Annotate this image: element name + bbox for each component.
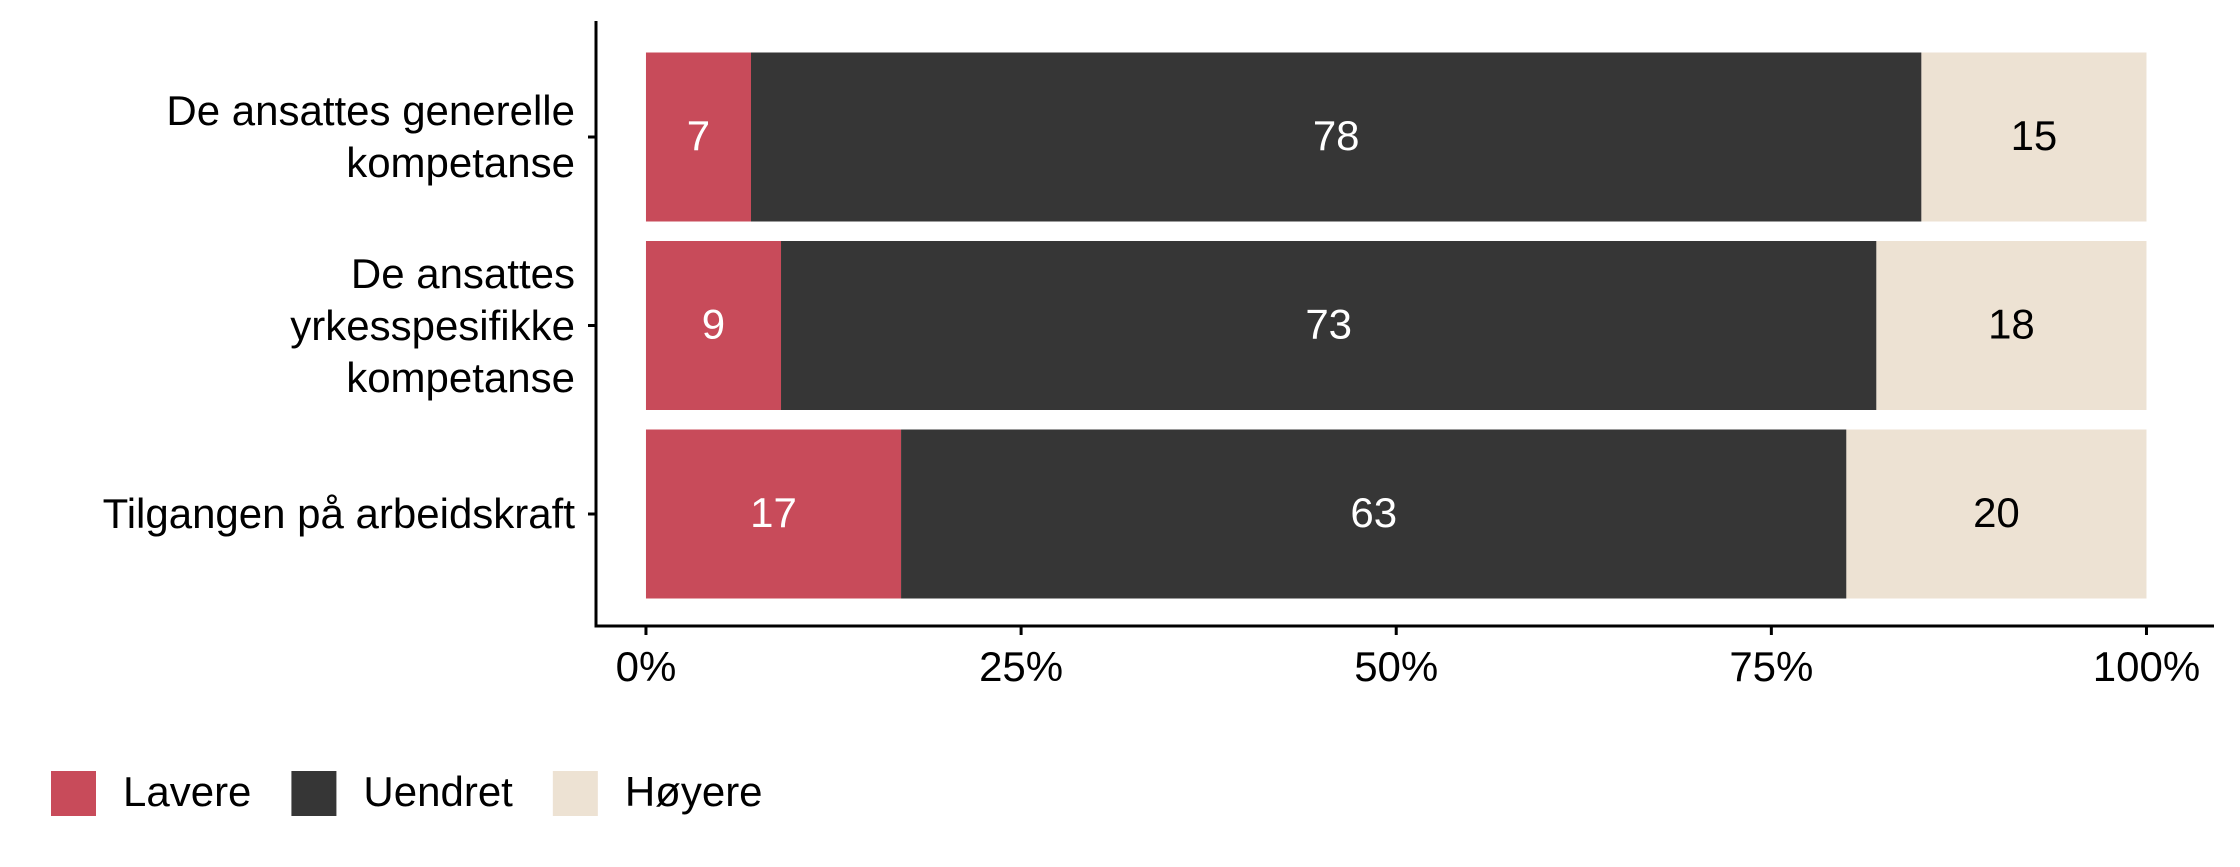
x-tick-label: 50% — [1354, 643, 1438, 690]
data-label: 7 — [687, 112, 710, 159]
bar-segment — [1921, 52, 2147, 222]
category-label: Tilgangen på arbeidskraft — [102, 490, 575, 537]
data-label: 63 — [1350, 489, 1397, 536]
bar-segment — [1846, 429, 2147, 599]
bar-segment — [901, 429, 1847, 599]
legend-swatch — [291, 771, 337, 816]
x-tick-label: 25% — [979, 643, 1063, 690]
data-label: 78 — [1313, 112, 1360, 159]
bar-segment — [645, 52, 752, 222]
data-label: 15 — [2011, 112, 2058, 159]
legend-swatch — [51, 771, 96, 816]
bar-segment — [645, 429, 902, 599]
x-tick-label: 0% — [616, 643, 677, 690]
data-label: 9 — [702, 301, 725, 348]
category-label: De ansattes generelle kompetanse — [166, 87, 575, 186]
data-label: 18 — [1988, 301, 2035, 348]
legend-label: Lavere — [123, 768, 251, 815]
x-tick-label: 75% — [1729, 643, 1813, 690]
legend-swatch — [552, 771, 598, 816]
bar-segment — [1876, 241, 2147, 410]
bar-segment — [751, 52, 1922, 222]
x-tick-label: 100% — [2093, 643, 2200, 690]
legend-label: Høyere — [625, 768, 763, 815]
category-label: De ansattes yrkesspesifikke kompetanse — [290, 249, 575, 401]
bar-segment — [645, 241, 782, 410]
data-label: 73 — [1305, 301, 1352, 348]
data-label: 20 — [1973, 489, 2020, 536]
data-label: 17 — [750, 489, 797, 536]
legend-label: Uendret — [363, 768, 513, 815]
bar-segment — [781, 241, 1877, 410]
